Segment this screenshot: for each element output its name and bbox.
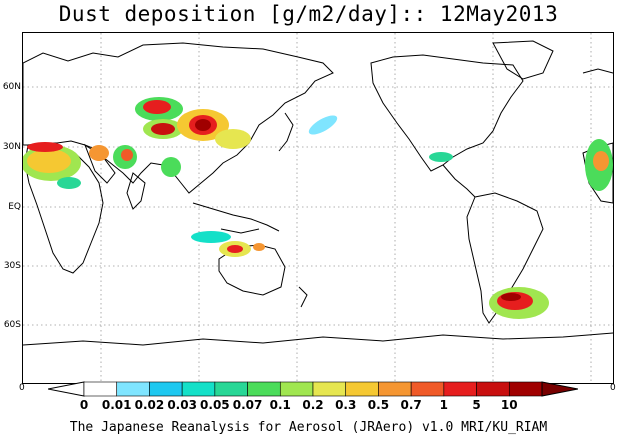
legend-swatch [312, 381, 347, 397]
coastlines [23, 40, 613, 346]
lat-label-60n: 60N [2, 82, 21, 92]
legend-tick-label: 0.05 [200, 398, 230, 412]
legend-tick-label: 1 [439, 398, 449, 412]
map-canvas [23, 33, 613, 383]
legend-swatch [410, 381, 445, 397]
legend-tick-label: 5 [472, 398, 481, 412]
legend-swatch [378, 381, 412, 397]
graticule [23, 33, 613, 383]
legend-tick-label: 0.2 [302, 398, 324, 412]
legend-arrow-high [541, 381, 578, 397]
legend-tick-label: 0.03 [167, 398, 197, 412]
data-credit: The Japanese Reanalysis for Aerosol (JRA… [69, 420, 548, 435]
map-title: Dust deposition [g/m2/day]:: 12May2013 [58, 2, 559, 26]
corner-label-right: 0 [610, 383, 616, 393]
world-map [22, 32, 614, 384]
lat-label-30n: 30N [2, 142, 21, 152]
lat-label-30s: 30S [3, 261, 21, 271]
corner-label-left: 0 [19, 383, 25, 393]
legend-swatch [214, 381, 248, 397]
legend-swatch [149, 381, 183, 397]
color-legend [48, 381, 578, 397]
legend-swatch [83, 381, 118, 397]
legend-tick-label: 10 [500, 398, 518, 412]
legend-arrow-low [48, 381, 85, 397]
legend-swatch [116, 381, 150, 397]
legend-swatch [181, 381, 216, 397]
legend-tick-label: 0.7 [400, 398, 422, 412]
legend-tick-label: 0.07 [232, 398, 263, 412]
legend-tick-label: 0.02 [134, 398, 165, 412]
dust-plumes [23, 97, 613, 319]
legend-swatch [508, 381, 543, 397]
legend-swatch [279, 381, 314, 397]
legend-tick-label: 0.1 [269, 398, 291, 412]
legend-swatch [247, 381, 281, 397]
legend-swatch [476, 381, 510, 397]
lat-label-60s: 60S [3, 320, 21, 330]
legend-swatch [443, 381, 477, 397]
legend-tick-label: 0.01 [101, 398, 132, 412]
legend-swatch [345, 381, 379, 397]
legend-tick-label: 0.3 [335, 398, 357, 412]
lat-label-eq: EQ [8, 202, 21, 212]
legend-tick-label: 0 [79, 398, 89, 412]
legend-tick-label: 0.5 [367, 398, 390, 412]
